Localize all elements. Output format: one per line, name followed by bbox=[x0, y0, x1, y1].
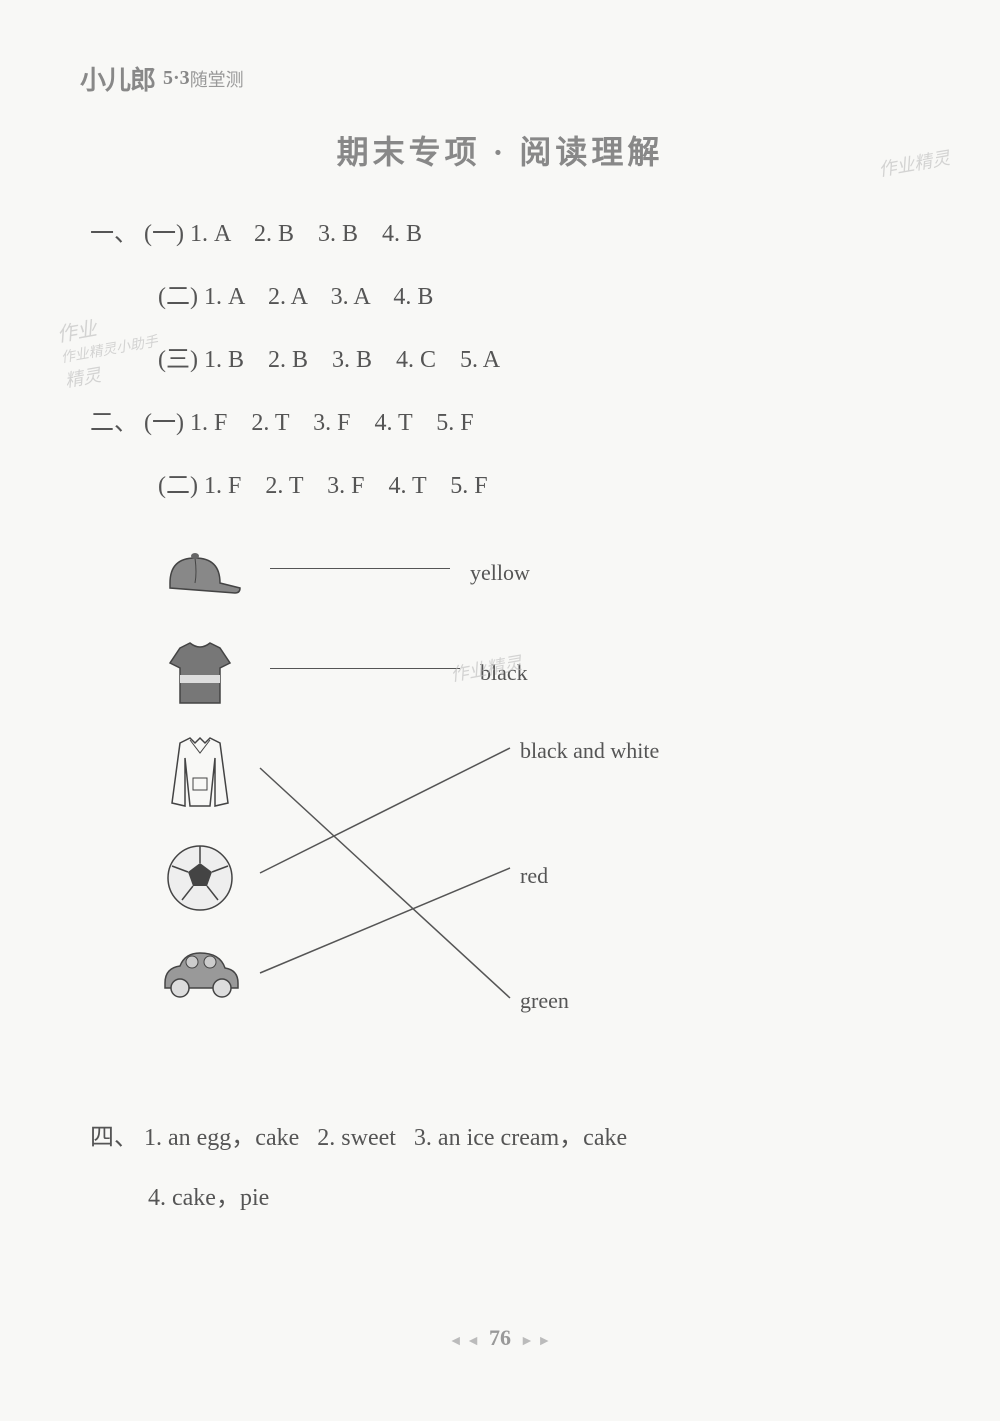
match-row: black bbox=[150, 628, 920, 718]
section-two: 二、 (一) 1. F 2. T 3. F 4. T 5. F (二) 1. F… bbox=[80, 402, 920, 500]
page-title: 期末专项 · 阅读理解 bbox=[80, 127, 920, 173]
section-label: 一、 bbox=[90, 221, 138, 247]
answers-text: 1. F 2. T 3. F 4. T 5. F bbox=[204, 473, 488, 499]
answers-text: 1. B 2. B 3. B 4. C 5. A bbox=[204, 347, 500, 373]
answer-row: (三) 1. B 2. B 3. B 4. C 5. A bbox=[80, 339, 920, 374]
section-three: yellow black bbox=[80, 528, 920, 1078]
answers-text: 1. A 2. B 3. B 4. B bbox=[190, 221, 422, 247]
answer-item: 1. an egg，cake bbox=[144, 1125, 299, 1151]
answer-row: (二) 1. F 2. T 3. F 4. T 5. F bbox=[80, 465, 920, 500]
color-label: yellow bbox=[470, 560, 530, 586]
color-label: red bbox=[520, 863, 548, 889]
answer-item: 3. an ice cream，cake bbox=[414, 1125, 627, 1151]
answer-row: 一、 (一) 1. A 2. B 3. B 4. B bbox=[80, 213, 920, 248]
answers-text: 1. A 2. A 3. A 4. B bbox=[204, 284, 433, 310]
sub-label: (一) bbox=[144, 221, 184, 247]
ball-icon bbox=[150, 838, 250, 923]
subtitle-chinese: 随堂测 bbox=[190, 66, 244, 92]
section-label: 四、 bbox=[90, 1125, 138, 1151]
match-line bbox=[270, 568, 450, 569]
section-label: 二、 bbox=[90, 410, 138, 436]
page-number: 76 bbox=[489, 1325, 511, 1350]
watermark: 作业 作业精灵小助手 精灵 bbox=[54, 302, 164, 393]
match-line bbox=[270, 668, 460, 669]
sub-label: (二) bbox=[158, 473, 198, 499]
jacket-icon bbox=[150, 728, 250, 823]
answers-text: 1. F 2. T 3. F 4. T 5. F bbox=[190, 410, 474, 436]
answer-row: 二、 (一) 1. F 2. T 3. F 4. T 5. F bbox=[80, 402, 920, 437]
match-row: yellow bbox=[150, 528, 920, 618]
sub-label: (一) bbox=[144, 410, 184, 436]
tshirt-icon bbox=[150, 631, 250, 716]
color-label: black and white bbox=[520, 738, 659, 764]
sub-label: (二) bbox=[158, 284, 198, 310]
section-four: 四、 1. an egg，cake 2. sweet 3. an ice cre… bbox=[80, 1108, 920, 1228]
subtitle-number: 5·3 bbox=[163, 67, 190, 90]
arrow-icon: ◄ ◄ bbox=[449, 1334, 480, 1349]
page-footer: ◄ ◄ 76 ► ► bbox=[0, 1325, 1000, 1351]
car-icon bbox=[150, 938, 250, 1013]
section-one: 一、 (一) 1. A 2. B 3. B 4. B (二) 1. A 2. A… bbox=[80, 213, 920, 374]
answer-row: (二) 1. A 2. A 3. A 4. B bbox=[80, 276, 920, 311]
cap-icon bbox=[150, 531, 250, 616]
arrow-icon: ► ► bbox=[520, 1334, 551, 1349]
color-label: green bbox=[520, 988, 569, 1014]
page-header: 小儿郎 5·3 随堂测 bbox=[80, 60, 920, 97]
answer-item: 2. sweet bbox=[317, 1125, 396, 1151]
sub-label: (三) bbox=[158, 347, 198, 373]
crossing-match-area: black and white red green bbox=[150, 728, 750, 1078]
answer-item: 4. cake，pie bbox=[90, 1185, 269, 1211]
logo-text: 小儿郎 bbox=[80, 60, 155, 97]
